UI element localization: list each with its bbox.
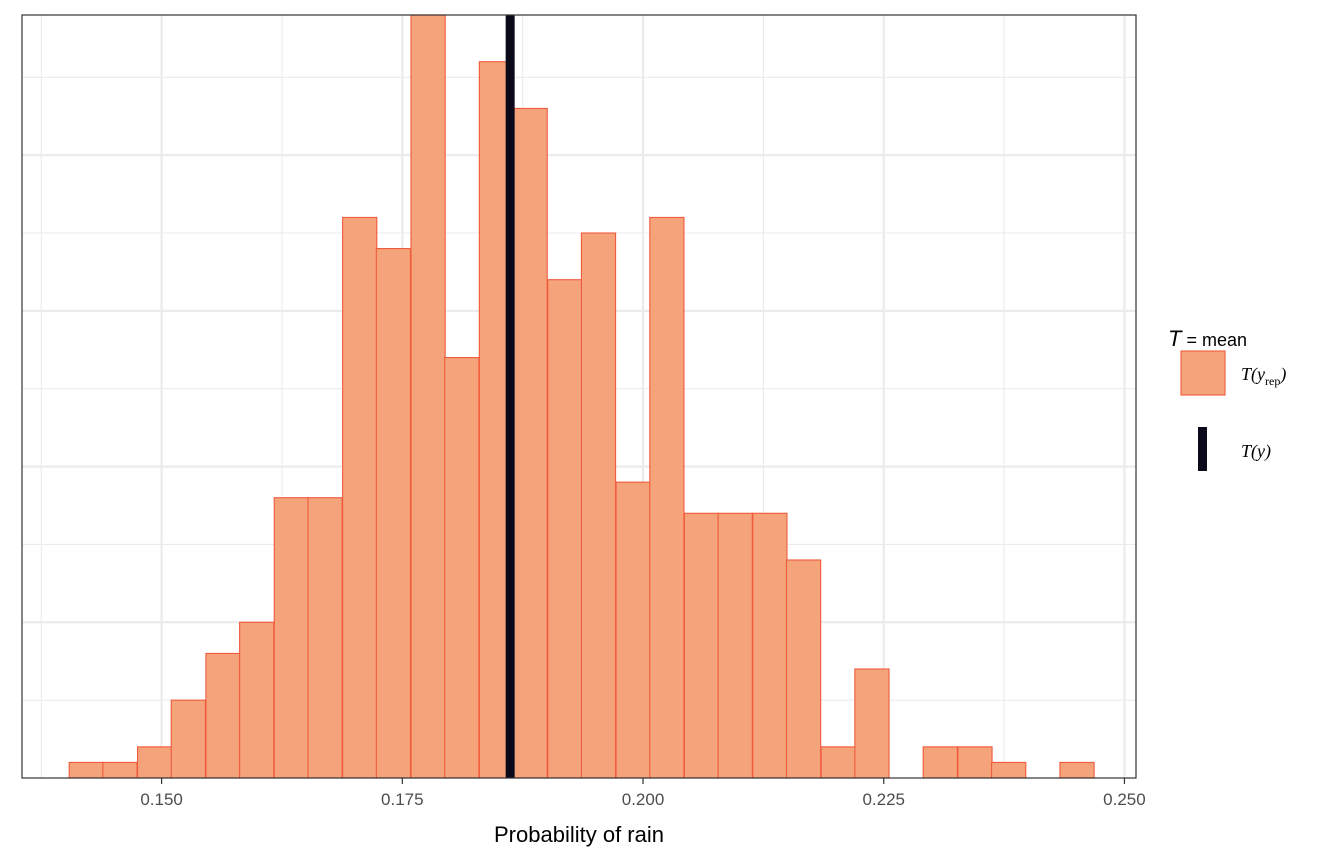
legend-label-y: T(y) [1241, 441, 1271, 462]
histogram-bar [820, 746, 856, 779]
histogram-bar [170, 699, 206, 779]
legend-label-y-main: T(y) [1241, 441, 1271, 462]
x-axis-ticks: 0.150 0.175 0.200 0.225 0.250 [140, 778, 1146, 809]
histogram-bar [752, 512, 788, 779]
legend-label-yrep-main: T(y [1241, 364, 1265, 385]
histogram-bar [375, 248, 412, 779]
legend-key-y [1198, 427, 1207, 471]
legend: T = mean T(yrep) T(y) [1168, 326, 1286, 471]
histogram-bar [957, 746, 993, 779]
x-tick-label: 0.250 [1103, 790, 1146, 809]
legend-key-yrep [1180, 350, 1226, 396]
x-tick-label: 0.200 [622, 790, 665, 809]
histogram-bar [512, 107, 548, 779]
x-axis-title: Probability of rain [494, 822, 664, 847]
histogram-bar [68, 761, 104, 779]
legend-label-yrep: T(yrep) [1241, 364, 1286, 388]
histogram-bar [342, 216, 378, 779]
histogram-bar [205, 652, 241, 779]
histogram-bar [1059, 761, 1095, 779]
histogram-bar [717, 512, 753, 779]
histogram-bars [68, 14, 1095, 779]
x-tick-label: 0.175 [381, 790, 424, 809]
legend-title-rest: = mean [1181, 330, 1247, 350]
histogram-bar [785, 559, 822, 779]
histogram-bar [307, 497, 343, 779]
histogram-bar [649, 216, 685, 779]
histogram-bar [922, 746, 958, 779]
legend-title-T: T [1168, 326, 1183, 351]
legend-title: T = mean [1168, 326, 1247, 351]
histogram-bar [239, 621, 275, 779]
histogram-bar [102, 761, 138, 779]
panel-border [21, 14, 1137, 779]
histogram-bar [854, 668, 890, 779]
histogram-bar [615, 481, 651, 779]
histogram-bar [136, 746, 173, 779]
legend-label-yrep-sub: rep [1265, 374, 1280, 388]
legend-label-yrep-end: ) [1279, 364, 1286, 385]
histogram-bar [273, 497, 309, 779]
histogram-bar [444, 357, 480, 779]
histogram-bar [547, 279, 583, 779]
histogram-bar [410, 14, 446, 779]
x-tick-label: 0.150 [140, 790, 183, 809]
histogram-bar [991, 761, 1027, 779]
histogram-bar [683, 512, 720, 779]
x-tick-label: 0.225 [862, 790, 905, 809]
histogram-bar [580, 232, 617, 779]
